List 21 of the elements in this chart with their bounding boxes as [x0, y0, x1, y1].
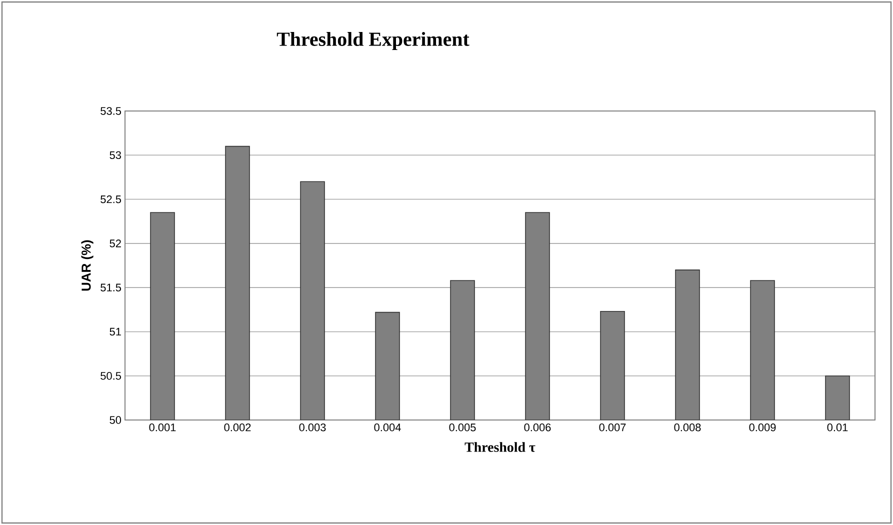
x-tick-label: 0.009 [749, 424, 776, 432]
x-tick-label: 0.004 [374, 424, 401, 432]
y-axis-title: UAR (%) [81, 240, 94, 291]
chart-title: Threshold Experiment [276, 32, 470, 50]
y-tick-label: 51 [110, 328, 121, 336]
x-tick-label: 0.002 [224, 424, 251, 432]
x-axis-title: Threshold τ [464, 442, 536, 452]
x-tick-label: 0.007 [599, 424, 626, 432]
y-tick-label: 52.5 [100, 195, 122, 204]
x-tick-label: 0.001 [149, 424, 176, 432]
x-tick-label: 0.01 [827, 424, 848, 432]
x-tick-label: 0.003 [299, 424, 326, 432]
y-tick-label: 53.5 [100, 107, 122, 115]
y-tick-label: 50.5 [100, 372, 122, 380]
y-tick-label: 53 [110, 151, 121, 160]
y-tick-label: 51.5 [100, 284, 122, 292]
x-tick-label: 0.005 [449, 424, 476, 432]
x-tick-label: 0.006 [524, 424, 551, 432]
x-tick-label: 0.008 [674, 424, 701, 432]
y-tick-label: 50 [110, 416, 122, 424]
y-tick-label: 52 [110, 240, 121, 248]
